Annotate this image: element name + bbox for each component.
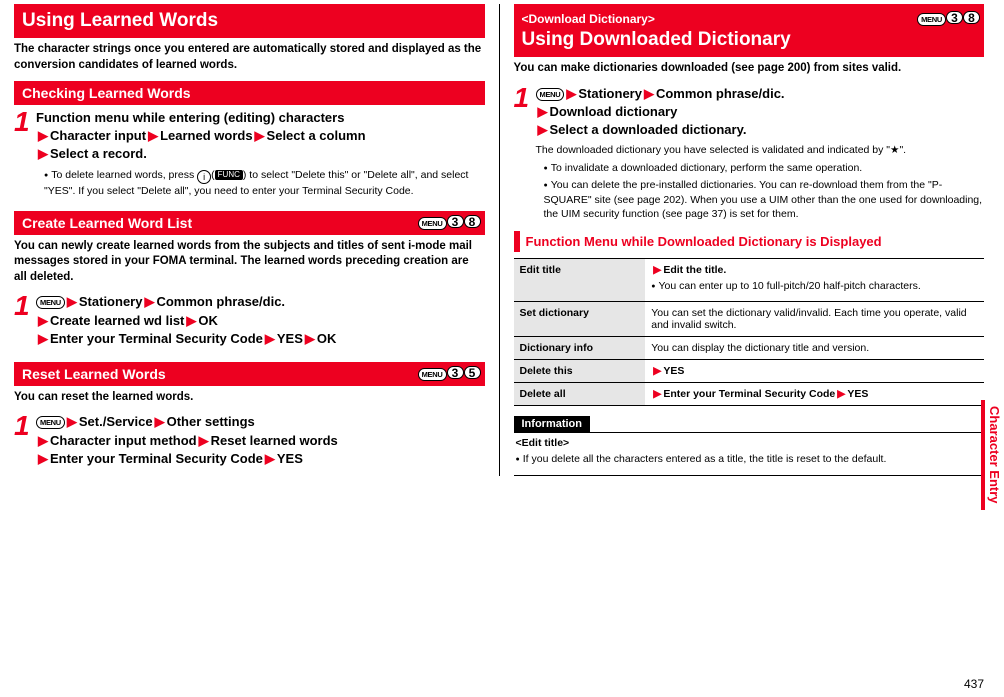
- information-label: Information: [514, 416, 591, 432]
- intro-text: You can make dictionaries downloaded (se…: [514, 61, 985, 77]
- page-number: 437: [964, 677, 984, 691]
- shortcut-keys: MENU35: [418, 365, 481, 381]
- subsection-header: Create Learned Word List MENU38: [14, 211, 485, 235]
- right-column: <Download Dictionary> MENU38 Using Downl…: [514, 4, 985, 476]
- subsection-header: Reset Learned Words MENU35: [14, 362, 485, 386]
- function-menu-header: Function Menu while Downloaded Dictionar…: [514, 231, 985, 252]
- information-box: <Edit title> If you delete all the chara…: [514, 432, 985, 476]
- note-bullet: To invalidate a downloaded dictionary, p…: [514, 161, 985, 175]
- left-column: Using Learned Words The character string…: [14, 4, 485, 476]
- table-row: Delete this▶YES: [514, 360, 985, 383]
- table-row: Delete all▶Enter your Terminal Security …: [514, 383, 985, 406]
- intro-text: The character strings once you entered a…: [14, 42, 485, 73]
- step-number: 1: [14, 109, 36, 134]
- step: 1 MENU▶Set./Service▶Other settings ▶Char…: [14, 413, 485, 468]
- menu-icon: MENU: [36, 416, 65, 429]
- i-appli-icon: i: [197, 170, 211, 184]
- section-header: <Download Dictionary> MENU38 Using Downl…: [514, 4, 985, 57]
- note-bullet: You can delete the pre-installed diction…: [514, 178, 985, 221]
- note-bullet: To delete learned words, press i(FUNC) t…: [14, 168, 485, 198]
- step-number: 1: [14, 413, 36, 438]
- step-number: 1: [14, 293, 36, 318]
- shortcut-keys: MENU38: [418, 214, 481, 230]
- step-body: MENU▶Stationery▶Common phrase/dic. ▶Crea…: [36, 293, 485, 348]
- step-number: 1: [514, 85, 536, 110]
- breadcrumb: <Download Dictionary>: [522, 12, 655, 26]
- column-divider: [499, 4, 500, 476]
- subsection-header: Checking Learned Words: [14, 81, 485, 105]
- step: 1 Function menu while entering (editing)…: [14, 109, 485, 164]
- func-icon: FUNC: [215, 170, 243, 181]
- table-row: Set dictionaryYou can set the dictionary…: [514, 302, 985, 337]
- table-row: Dictionary infoYou can display the dicti…: [514, 337, 985, 360]
- menu-icon: MENU: [536, 88, 565, 101]
- shortcut-keys: MENU38: [917, 7, 980, 29]
- function-table: Edit title▶Edit the title.You can enter …: [514, 258, 985, 406]
- menu-icon: MENU: [36, 296, 65, 309]
- step-body: MENU▶Stationery▶Common phrase/dic. ▶Down…: [536, 85, 985, 158]
- table-row: Edit title▶Edit the title.You can enter …: [514, 258, 985, 301]
- intro-text: You can reset the learned words.: [14, 390, 485, 406]
- side-tab: Character Entry: [981, 400, 1004, 510]
- step: 1 MENU▶Stationery▶Common phrase/dic. ▶Cr…: [14, 293, 485, 348]
- step-body: MENU▶Set./Service▶Other settings ▶Charac…: [36, 413, 485, 468]
- intro-text: You can newly create learned words from …: [14, 239, 485, 286]
- section-header: Using Learned Words: [14, 4, 485, 38]
- step-body: Function menu while entering (editing) c…: [36, 109, 485, 164]
- step: 1 MENU▶Stationery▶Common phrase/dic. ▶Do…: [514, 85, 985, 158]
